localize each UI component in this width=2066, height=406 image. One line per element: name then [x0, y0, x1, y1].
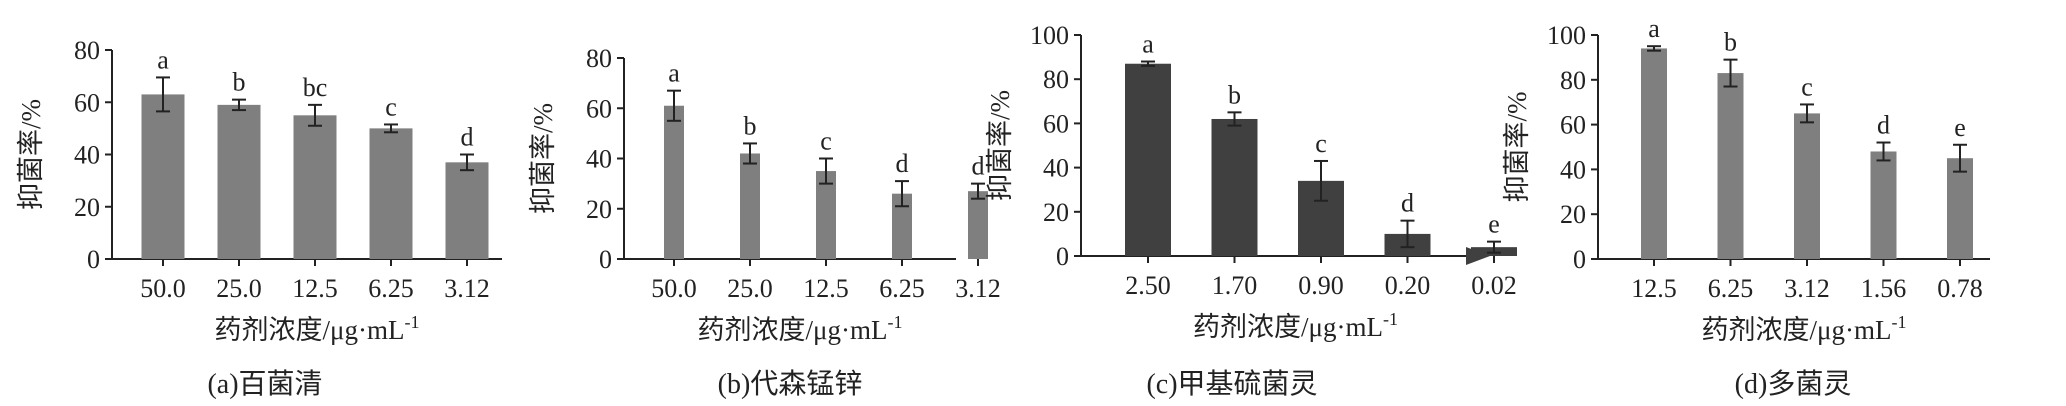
y-tick-label: 20	[1043, 198, 1069, 227]
x-tick-label: 12.5	[1631, 274, 1677, 303]
y-axis-label: 抑菌率/%	[16, 99, 46, 210]
panel-caption: (b)代森锰锌	[718, 368, 863, 400]
bar	[1211, 118, 1258, 256]
bar	[217, 104, 261, 259]
x-axis-label: 药剂浓度/μg·mL-1	[1193, 309, 1398, 342]
significance-label: b	[744, 111, 757, 140]
y-tick-label: 0	[87, 245, 100, 274]
y-tick-label: 80	[74, 36, 100, 65]
y-tick-label: 40	[1043, 154, 1069, 183]
chart-panel-0: 0 20 40 60 80 a 50.0 b 25.0 bc 12.5 c 6.25 d 3.12 抑菌率/%…	[16, 36, 502, 400]
x-tick-label: 0.78	[1937, 274, 1983, 303]
bar	[892, 193, 912, 259]
bar	[445, 162, 489, 259]
bar	[1125, 63, 1171, 257]
significance-label: b	[233, 68, 246, 97]
significance-label: d	[896, 149, 909, 178]
x-tick-label: 0.02	[1471, 271, 1517, 300]
y-tick-label: 0	[1056, 242, 1069, 271]
bar	[1947, 158, 1973, 259]
x-tick-label: 1.70	[1212, 271, 1258, 300]
bar	[816, 171, 836, 259]
x-tick-label: 12.5	[292, 274, 338, 303]
x-tick-label: 1.56	[1861, 274, 1907, 303]
y-tick-label: 100	[1030, 21, 1069, 50]
x-tick-label: 50.0	[651, 274, 697, 303]
y-tick-label: 40	[74, 141, 100, 170]
x-tick-label: 12.5	[803, 274, 849, 303]
x-tick-label: 0.20	[1385, 271, 1431, 300]
x-axis-label: 药剂浓度/μg·mL-1	[215, 312, 420, 345]
significance-label: a	[157, 45, 169, 74]
bar	[293, 115, 337, 259]
significance-label: b	[1724, 28, 1737, 57]
y-tick-label: 0	[1573, 245, 1586, 274]
bar	[664, 105, 684, 259]
significance-label: c	[1315, 129, 1327, 158]
significance-label: e	[1488, 210, 1500, 239]
significance-label: a	[668, 59, 680, 88]
x-axis-label: 药剂浓度/μg·mL-1	[1702, 312, 1907, 345]
y-tick-label: 60	[1043, 109, 1069, 138]
bar	[1717, 73, 1744, 259]
x-tick-label: 25.0	[216, 274, 262, 303]
y-tick-label: 80	[1043, 65, 1069, 94]
bar	[968, 191, 988, 259]
significance-label: d	[972, 152, 985, 181]
significance-label: d	[1401, 189, 1414, 218]
x-tick-label: 6.25	[368, 274, 414, 303]
y-tick-label: 60	[74, 88, 100, 117]
y-tick-label: 80	[1560, 66, 1586, 95]
panel-caption: (c)甲基硫菌灵	[1146, 368, 1317, 400]
x-axis-arrow	[1466, 247, 1490, 265]
y-tick-label: 100	[1547, 21, 1586, 50]
x-tick-label: 25.0	[727, 274, 773, 303]
y-tick-label: 0	[599, 245, 612, 274]
bar	[1641, 48, 1667, 259]
significance-label: a	[1648, 14, 1660, 43]
x-tick-label: 6.25	[879, 274, 925, 303]
y-tick-label: 40	[586, 145, 612, 174]
y-axis-label: 抑菌率/%	[528, 103, 558, 214]
x-axis-label: 药剂浓度/μg·mL-1	[698, 312, 903, 345]
y-tick-label: 60	[1560, 111, 1586, 140]
y-tick-label: 60	[586, 94, 612, 123]
significance-label: bc	[303, 73, 328, 102]
bar	[1794, 113, 1820, 260]
y-axis-label: 抑菌率/%	[985, 90, 1015, 201]
x-tick-label: 3.12	[955, 274, 1001, 303]
x-tick-label: 2.50	[1125, 271, 1171, 300]
panel-caption: (d)多菌灵	[1735, 368, 1852, 400]
x-tick-label: 6.25	[1708, 274, 1754, 303]
chart-panel-1: 0 20 40 60 80 a 50.0 b 25.0 c 12.5 d 6.25 d 3.12 抑菌率/% 药…	[528, 44, 1001, 400]
bar	[1870, 151, 1897, 259]
x-tick-label: 50.0	[140, 274, 186, 303]
y-tick-label: 20	[1560, 200, 1586, 229]
significance-label: a	[1142, 30, 1154, 59]
y-tick-label: 80	[586, 44, 612, 73]
bar	[369, 128, 413, 259]
significance-label: c	[385, 92, 397, 121]
significance-label: c	[820, 127, 832, 156]
significance-label: d	[461, 123, 474, 152]
bar	[740, 153, 760, 259]
significance-label: b	[1228, 80, 1241, 109]
x-tick-label: 0.90	[1298, 271, 1344, 300]
y-axis-label: 抑菌率/%	[1502, 92, 1532, 203]
bar	[141, 94, 185, 259]
x-tick-label: 3.12	[444, 274, 490, 303]
significance-label: e	[1954, 113, 1966, 142]
significance-label: c	[1801, 72, 1813, 101]
chart-panel-3: 0 20 40 60 80 100 a 12.5 b 6.25 c 3.12 d 1.56 e 0.78 抑菌率…	[1502, 14, 1990, 400]
x-tick-label: 3.12	[1784, 274, 1830, 303]
y-tick-label: 20	[586, 195, 612, 224]
y-tick-label: 20	[74, 193, 100, 222]
panel-caption: (a)百菌清	[207, 368, 322, 400]
chart-panel-2: 0 20 40 60 80 100 a 2.50 b 1.70 c 0.90 d 0.20 e 0.02 抑菌率…	[985, 21, 1517, 400]
y-tick-label: 40	[1560, 155, 1586, 184]
significance-label: d	[1877, 111, 1890, 140]
